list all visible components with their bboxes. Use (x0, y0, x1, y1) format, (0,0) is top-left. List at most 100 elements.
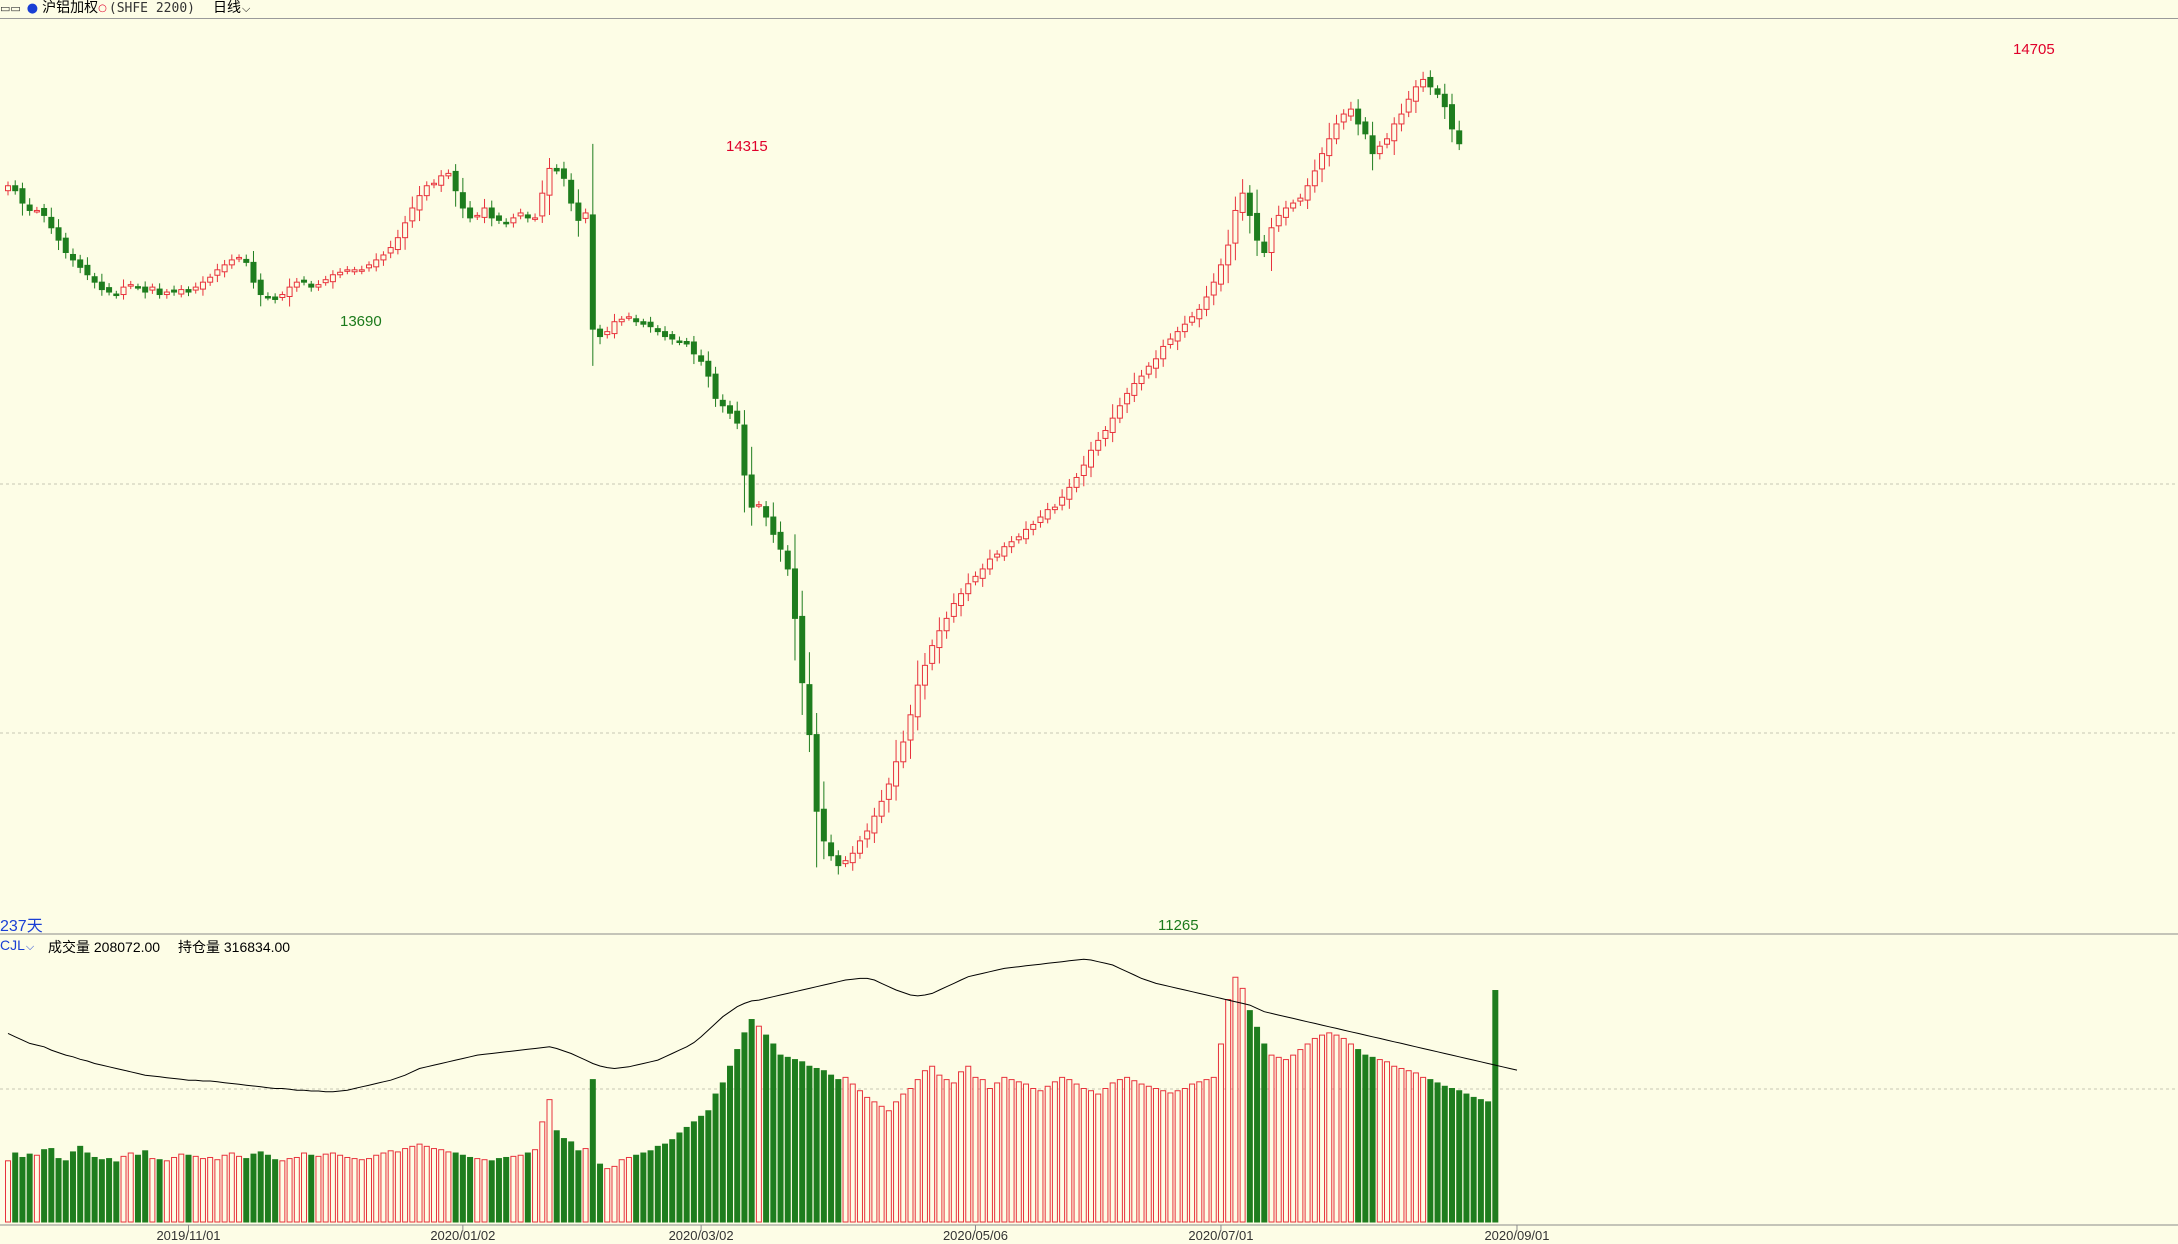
volume-bar-down (1254, 1026, 1261, 1223)
candle-up (871, 815, 878, 834)
candle-down (257, 279, 264, 296)
volume-bar-up (445, 1151, 452, 1223)
x-tick-label: 2020/05/06 (943, 1228, 1008, 1243)
candle-up (994, 553, 1001, 558)
candle-down (495, 215, 502, 221)
volume-bar-up (1001, 1076, 1008, 1223)
instrument-code: (SHFE 2200) (108, 1, 195, 16)
volume-bar-up (1152, 1088, 1159, 1223)
chevron-down-icon[interactable]: ⌵ (241, 2, 251, 15)
volume-bar-up (1232, 976, 1239, 1223)
open-interest-readout: 持仓量 316834.00 (178, 939, 291, 955)
candle-up (979, 568, 986, 579)
volume-readout: 成交量 208072.00 (48, 939, 161, 955)
volume-bar-up (1398, 1067, 1405, 1223)
volume-bar-up (618, 1159, 625, 1223)
candle-up (192, 286, 199, 291)
candle-down (1254, 212, 1261, 241)
volume-bar-up (1391, 1065, 1398, 1223)
volume-bar-down (1246, 1010, 1253, 1223)
volume-bar-down (683, 1126, 690, 1223)
low-annotation-left: 13690 (340, 313, 382, 330)
candle-down (503, 221, 510, 225)
volume-bar-down (62, 1160, 69, 1223)
candle-up (625, 316, 632, 319)
volume-bar-up (611, 1165, 618, 1223)
volume-bar-down (1362, 1054, 1369, 1223)
volume-bar-up (1138, 1083, 1145, 1223)
candle-up (604, 331, 611, 336)
candle-down (84, 264, 91, 276)
candle-up (228, 259, 235, 266)
indicator-selector[interactable]: CJL⌵ (0, 937, 34, 954)
volume-bar-down (575, 1150, 582, 1223)
volume-bar-up (1268, 1054, 1275, 1223)
volume-bar-up (1412, 1072, 1419, 1223)
volume-bar-down (1470, 1096, 1477, 1223)
candle-up (120, 286, 127, 296)
open-interest-line (7, 958, 1518, 1093)
candle-down (799, 615, 806, 684)
volume-bar-down (560, 1138, 567, 1223)
volume-bar-up (1124, 1076, 1131, 1223)
period-selector[interactable]: 日线⌵ (213, 0, 250, 17)
volume-bar-up (1189, 1083, 1196, 1223)
volume-bar-down (257, 1151, 264, 1223)
candle-down (568, 179, 575, 204)
candle-up (517, 212, 524, 217)
volume-bar-down (91, 1156, 98, 1223)
volume-bar-down (272, 1159, 279, 1223)
candle-up (1304, 185, 1311, 201)
volume-bar-up (972, 1076, 979, 1223)
candle-up (1340, 113, 1347, 123)
volume-bar-up (373, 1154, 380, 1223)
volume-bar-up (1181, 1088, 1188, 1223)
candle-up (539, 192, 546, 217)
volume-bar-down (748, 1019, 755, 1223)
volume-bar-down (1492, 990, 1499, 1223)
volume-bar-up (885, 1110, 892, 1223)
x-tick-label: 2020/09/01 (1484, 1228, 1549, 1243)
volume-bar-down (19, 1156, 26, 1223)
volume-bar-down (734, 1049, 741, 1223)
candle-up (33, 209, 40, 213)
volume-bar-up (120, 1155, 127, 1223)
candle-down (820, 808, 827, 842)
candle-down (19, 188, 26, 204)
volume-bar-up (481, 1159, 488, 1223)
candle-down (308, 283, 315, 288)
candle-up (178, 289, 185, 295)
candle-up (430, 182, 437, 186)
candle-down (243, 258, 250, 263)
volume-bar-down (799, 1061, 806, 1223)
chart-title-bar: ▭▭ ● 沪铝加权○ (SHFE 2200) 日线⌵ (0, 0, 2178, 19)
candle-up (1152, 358, 1159, 369)
instrument-name[interactable]: 沪铝加权 (42, 0, 99, 16)
volume-bar-up (1239, 987, 1246, 1223)
volume-bar-down (777, 1054, 784, 1223)
candle-up (921, 664, 928, 686)
volume-bar-down (26, 1153, 33, 1223)
chevron-down-icon[interactable]: ⌵ (25, 941, 35, 953)
window-layout-icon[interactable]: ▭▭ (0, 2, 21, 15)
volume-bar-down (669, 1139, 676, 1223)
volume-bar-up (755, 1025, 762, 1223)
volume-bar-up (986, 1088, 993, 1223)
candle-down (1369, 135, 1376, 155)
volume-bar-down (1477, 1099, 1484, 1223)
volume-bar-down (727, 1065, 733, 1223)
candle-up (373, 259, 380, 268)
volume-bar-up (842, 1076, 849, 1223)
volume-bar-down (243, 1158, 250, 1223)
volume-bar-up (430, 1148, 437, 1223)
candle-up (972, 575, 979, 583)
volume-bar-down (503, 1156, 510, 1223)
volume-bar-down (77, 1145, 84, 1223)
candle-up (1311, 170, 1318, 187)
candle-up (416, 195, 423, 211)
candle-up (1333, 123, 1340, 140)
volume-bar-up (994, 1082, 1001, 1223)
volume-bar-down (495, 1158, 502, 1223)
volume-bar-up (1210, 1076, 1217, 1223)
